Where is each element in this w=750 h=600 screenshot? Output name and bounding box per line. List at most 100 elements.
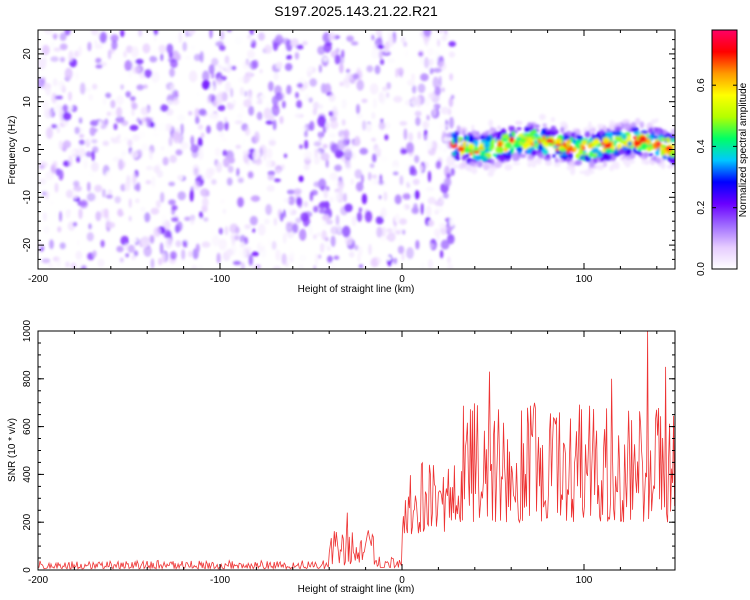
- heatmap-cell: [78, 208, 83, 220]
- heatmap-cell: [373, 179, 380, 185]
- heatmap-cell: [354, 244, 359, 251]
- heatmap-cell: [386, 82, 392, 90]
- heatmap-cell: [123, 136, 129, 143]
- heatmap-cell: [647, 127, 654, 134]
- heatmap-cell: [497, 140, 503, 147]
- heatmap-cell: [671, 131, 675, 135]
- heatmap-cell: [272, 42, 279, 51]
- heatmap-cell: [404, 49, 409, 58]
- heatmap-cell: [423, 56, 430, 69]
- heatmap-cell: [623, 143, 628, 147]
- heatmap-cell: [414, 110, 422, 117]
- heatmap-cell: [87, 41, 92, 52]
- heatmap-cell: [184, 216, 191, 221]
- heatmap-cell: [213, 100, 218, 108]
- heatmap-cell: [273, 72, 279, 81]
- heatmap-cell: [411, 73, 416, 81]
- heatmap-cell: [39, 164, 45, 170]
- heatmap-cell: [526, 133, 534, 138]
- heatmap-cell: [402, 205, 406, 214]
- heatmap-cell: [53, 47, 62, 52]
- heatmap-cell: [208, 103, 215, 114]
- heatmap-cell: [343, 77, 350, 85]
- heatmap-cell: [552, 154, 556, 158]
- heatmap-cell: [341, 119, 346, 126]
- heatmap-cell: [193, 53, 202, 62]
- heatmap-cell: [488, 166, 496, 173]
- heatmap-cell: [188, 111, 193, 116]
- heatmap-cell: [153, 226, 162, 237]
- heatmap-cell: [45, 86, 51, 96]
- heatmap-cell: [316, 232, 321, 237]
- heatmap-cell: [371, 48, 379, 60]
- heatmap-cell: [335, 47, 340, 54]
- heatmap-cell: [58, 140, 64, 150]
- heatmap-cell: [52, 160, 58, 169]
- heatmap-cell: [197, 150, 204, 160]
- heatmap-cell: [440, 106, 450, 115]
- heatmap-cell: [144, 212, 151, 223]
- heatmap-cell: [395, 230, 401, 235]
- heatmap-cell: [208, 64, 215, 75]
- heatmap-cell: [588, 160, 595, 168]
- heatmap-cell: [132, 66, 140, 74]
- heatmap-cell: [555, 150, 563, 155]
- heatmap-cell: [231, 65, 237, 71]
- heatmap-cell: [414, 190, 420, 200]
- heatmap-cell: [130, 96, 136, 101]
- heatmap-cell: [132, 172, 137, 184]
- heatmap-cell: [259, 239, 266, 247]
- heatmap-cell: [298, 254, 307, 262]
- heatmap-cell: [397, 245, 405, 254]
- heatmap-cell: [326, 219, 333, 225]
- heatmap-cell: [115, 138, 122, 144]
- heatmap-cell: [150, 121, 155, 128]
- heatmap-cell: [201, 241, 211, 248]
- heatmap-cell: [489, 126, 495, 135]
- heatmap-cell: [369, 83, 379, 95]
- heatmap-cell: [248, 254, 254, 266]
- heatmap-cell: [485, 149, 489, 153]
- heatmap-cell: [446, 155, 456, 167]
- heatmap-cell: [76, 239, 80, 247]
- heatmap-cell: [123, 50, 127, 58]
- heatmap-cell: [358, 264, 364, 269]
- heatmap-cell: [149, 55, 158, 63]
- heatmap-cell: [72, 222, 78, 227]
- heatmap-cell: [121, 201, 129, 214]
- heatmap-cell: [243, 152, 250, 164]
- heatmap-cell: [265, 120, 274, 125]
- heatmap-cell: [293, 188, 302, 195]
- heatmap-cell: [324, 237, 329, 242]
- heatmap-cell: [407, 79, 415, 87]
- heatmap-cell: [159, 242, 164, 255]
- heatmap-cell: [295, 91, 299, 99]
- heatmap-cell: [463, 134, 467, 142]
- heatmap-cell: [397, 236, 404, 246]
- heatmap-cell: [657, 141, 661, 147]
- heatmap-cell: [591, 147, 599, 154]
- heatmap-cell: [95, 57, 102, 64]
- heatmap-cell: [41, 44, 50, 56]
- heatmap-cell: [602, 137, 610, 144]
- heatmap-cell: [171, 97, 180, 106]
- heatmap-cell: [477, 146, 485, 151]
- heatmap-cell: [88, 223, 92, 230]
- heatmap-cell: [309, 191, 314, 202]
- heatmap-cell: [303, 201, 309, 208]
- heatmap-cell: [427, 196, 436, 205]
- heatmap-cell: [378, 50, 383, 60]
- heatmap-cell: [236, 175, 245, 184]
- heatmap-cell: [283, 209, 286, 219]
- heatmap-cell: [402, 165, 409, 171]
- heatmap-cell: [280, 164, 285, 170]
- colorbar-tick-label: 0.6: [696, 78, 707, 92]
- heatmap-cell: [75, 250, 83, 260]
- heatmap-cell: [307, 65, 313, 73]
- heatmap-cell: [223, 157, 230, 168]
- heatmap-cell: [200, 188, 210, 197]
- heatmap-cell: [320, 152, 330, 161]
- heatmap-cell: [120, 30, 125, 38]
- heatmap-cell: [312, 108, 318, 116]
- heatmap-cell: [280, 212, 284, 222]
